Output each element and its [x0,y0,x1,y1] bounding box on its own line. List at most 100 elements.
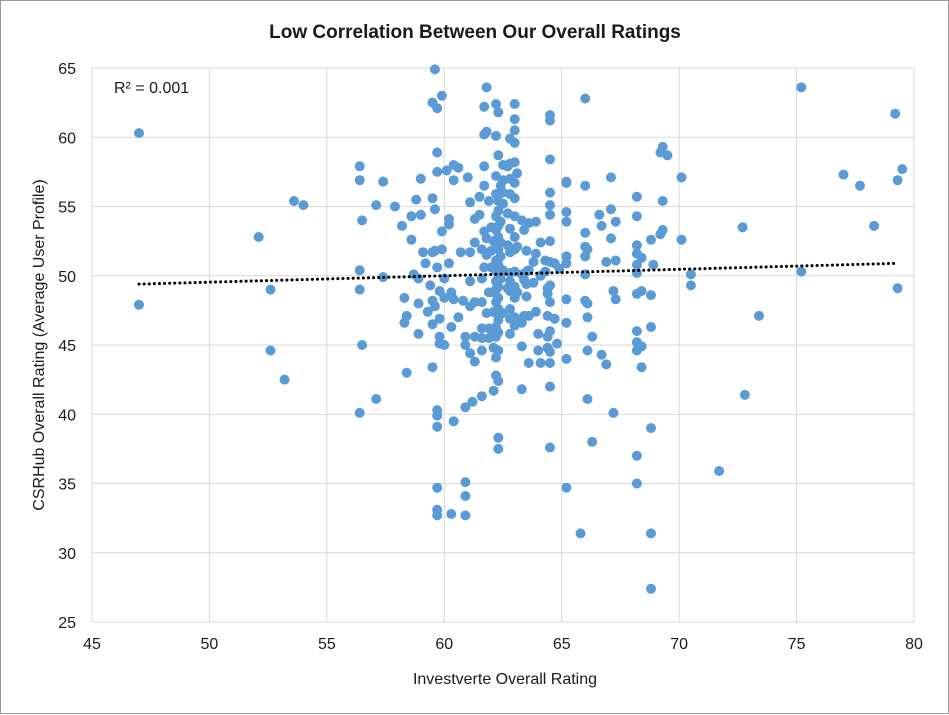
x-tick-label: 55 [318,636,336,653]
r-squared-annotation: R² = 0.001 [114,80,189,97]
data-point [561,482,572,493]
data-point [432,147,443,158]
data-point [465,197,476,208]
data-point [545,209,555,220]
data-point [535,237,546,248]
x-tick-label: 45 [83,636,101,653]
data-point [646,322,656,332]
data-point [488,385,499,396]
data-point [657,196,668,206]
data-point [631,326,642,337]
data-point [493,150,504,161]
data-point [476,345,487,356]
data-point [253,232,264,242]
y-axis-title: CSRHub Overall Rating (Average User Prof… [31,179,48,510]
data-point [575,528,586,539]
data-point [439,273,450,284]
data-point [413,328,424,339]
data-point [855,180,865,191]
data-point [646,423,656,434]
data-point [606,204,616,215]
data-point [561,258,572,269]
data-point [427,193,438,204]
data-point [448,416,459,427]
data-point [429,64,440,75]
y-tick-label: 35 [58,477,76,494]
data-points [134,64,908,594]
data-point [453,162,464,173]
data-point [406,234,417,245]
data-point [491,99,501,109]
data-point [545,381,555,392]
data-point [469,356,480,367]
data-point [505,223,515,234]
data-point [439,292,450,303]
data-point [545,115,555,126]
data-point [378,176,389,187]
data-point [458,295,469,306]
data-point [413,273,424,284]
data-point [436,244,447,255]
data-point [436,226,447,237]
data-point [545,200,555,211]
data-point [530,306,541,317]
data-point [596,220,607,231]
data-point [415,173,426,184]
data-point [545,297,555,308]
data-point [512,287,523,298]
data-point [134,299,144,310]
data-point [460,491,471,501]
data-point [796,82,807,93]
data-point [434,313,445,324]
data-point [448,294,459,305]
x-tick-label: 75 [788,636,806,653]
data-point [869,220,880,231]
data-point [545,346,555,357]
data-point [481,82,492,93]
data-point [418,247,429,258]
data-point [354,161,365,172]
data-point [427,319,438,330]
data-point [509,193,520,204]
data-point [495,273,506,284]
gridlines [91,67,915,623]
data-point [535,358,546,368]
y-tick-label: 40 [58,407,76,424]
data-point [476,391,487,402]
data-point [429,204,440,215]
data-point [476,297,487,308]
data-point [460,402,471,413]
x-tick-label: 50 [201,636,219,653]
data-point [523,358,534,368]
data-point [601,359,612,370]
data-point [646,234,656,245]
data-point [587,436,598,447]
data-point [533,328,544,339]
data-point [481,126,492,137]
chart-title: Low Correlation Between Our Overall Rati… [269,22,681,43]
data-point [429,301,440,312]
data-point [495,251,506,262]
data-point [601,256,612,267]
data-point [545,326,555,337]
data-point [582,244,593,255]
data-point [549,313,560,324]
data-point [448,175,459,186]
x-tick-label: 60 [435,636,453,653]
data-point [354,284,365,295]
data-point [676,234,687,245]
data-point [512,241,523,252]
data-point [596,349,607,360]
data-point [509,232,520,242]
data-point [528,277,539,288]
data-point [516,341,527,352]
data-point [542,288,553,299]
data-point [509,99,520,109]
data-point [561,353,572,364]
data-point [493,107,504,118]
data-point [357,340,368,350]
data-point [561,178,572,188]
data-point [631,259,642,270]
data-point [545,154,555,165]
data-point [892,283,903,294]
